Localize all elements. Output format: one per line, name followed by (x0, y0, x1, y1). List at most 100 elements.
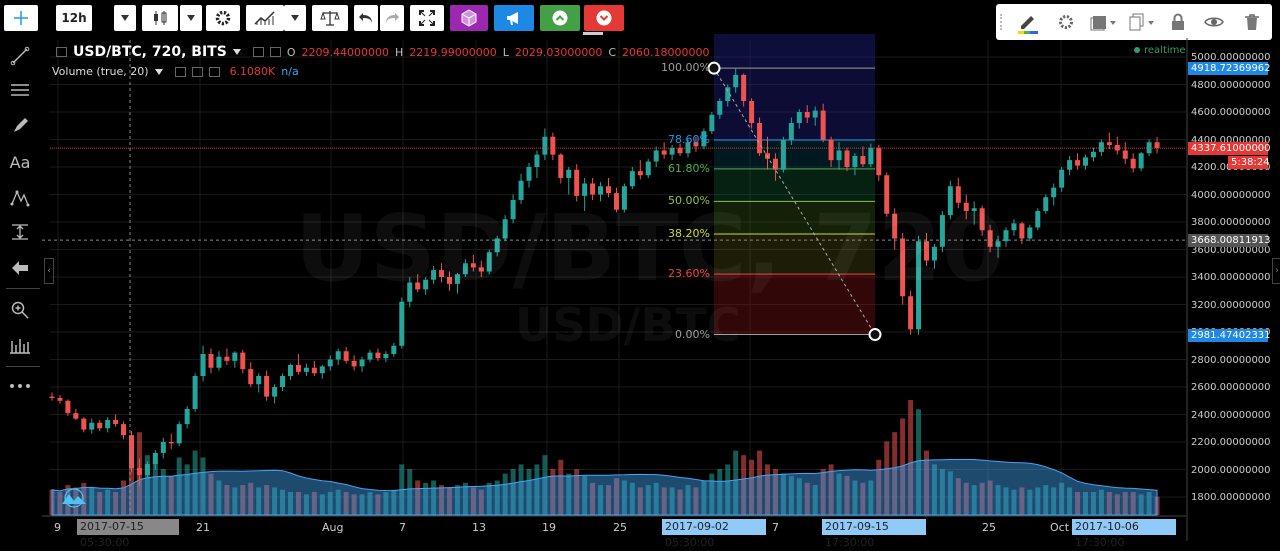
collapse-right-handle[interactable]: › (1272, 258, 1280, 284)
indicators-button[interactable] (246, 5, 284, 31)
candle-body (200, 354, 206, 376)
cube-button[interactable] (450, 5, 488, 31)
clone-button[interactable] (1126, 10, 1156, 34)
volume-bar (1043, 485, 1049, 515)
volume-settings-icon[interactable] (191, 66, 203, 77)
trend-line-icon (10, 46, 30, 66)
candle-body (733, 74, 739, 88)
text-tool[interactable]: Aa (6, 148, 34, 176)
brand-logo[interactable] (60, 488, 88, 508)
symbol-watermark-sub: USD/BTC (515, 298, 741, 352)
crosshair-time-marker: 2017-07-15 05:30:00 (77, 519, 179, 549)
toolbar-divider (6, 288, 40, 289)
volume-bar (375, 494, 381, 515)
candle-body (606, 186, 611, 194)
drag-handle[interactable] (1000, 14, 1006, 30)
sell-button[interactable] (584, 5, 624, 31)
fib-level-label: 100.00% (661, 61, 710, 75)
candle-body (820, 110, 826, 140)
volume-bar (757, 450, 763, 515)
symbol-title[interactable]: USD/BTC, 720, BITS (73, 44, 227, 60)
volume-bar (184, 464, 190, 515)
pattern-tool[interactable] (6, 184, 34, 212)
candle-body (264, 376, 270, 397)
volume-bar (653, 482, 659, 515)
fib-level-label: 38.20% (668, 226, 710, 240)
interval-dropdown-button[interactable] (114, 5, 136, 31)
volume-bar (900, 418, 906, 515)
chevron-down-icon[interactable] (154, 68, 163, 75)
indicators-dropdown-button[interactable] (284, 5, 306, 31)
candle-body (1146, 142, 1152, 154)
volume-bar (351, 494, 357, 515)
chevron-down-icon[interactable] (232, 49, 241, 55)
interval-button[interactable]: 12h (56, 5, 92, 31)
volume-collapse-icon[interactable] (174, 66, 186, 77)
brush-tool[interactable] (6, 112, 34, 140)
delete-button[interactable] (1240, 10, 1264, 34)
candle-body (351, 360, 357, 367)
volume-bar (979, 482, 985, 515)
visibility-button[interactable] (1202, 10, 1226, 34)
drawing-settings-button[interactable] (1054, 10, 1078, 34)
lock-button[interactable] (1166, 10, 1190, 34)
crosshair-tool-button[interactable] (4, 5, 38, 31)
candle-body (1027, 227, 1033, 239)
legend-settings-icon[interactable] (252, 47, 264, 57)
volume-bar (526, 469, 532, 515)
line-tool[interactable] (6, 42, 34, 70)
broadcast-button[interactable] (494, 5, 534, 31)
volume-bar (208, 473, 214, 515)
candle-body (375, 352, 381, 359)
collapse-legend-icon[interactable] (56, 47, 67, 57)
volume-bar (947, 471, 953, 515)
measure-tool[interactable] (6, 218, 34, 246)
volume-bar (717, 469, 723, 515)
volume-bar (415, 480, 421, 515)
candle-body (168, 442, 174, 444)
candle-body (1011, 223, 1017, 231)
candle-body (1122, 150, 1128, 159)
volume-bar (264, 485, 270, 515)
volume-bar (399, 464, 405, 515)
candle-body (152, 453, 158, 464)
volume-title[interactable]: Volume (true, 20) (52, 65, 149, 78)
magnet-tool[interactable] (6, 332, 34, 360)
candle-body (192, 376, 198, 409)
more-tools[interactable] (6, 372, 34, 400)
price-tick-label: 3800.00000000 (1191, 217, 1271, 228)
buy-button[interactable] (540, 5, 580, 31)
collapse-left-handle[interactable]: ‹ (44, 258, 54, 284)
remove-drawings-tool[interactable] (6, 254, 34, 282)
candle-body (709, 114, 715, 132)
layers-button[interactable] (1088, 10, 1118, 34)
high-label: H (394, 45, 404, 59)
color-picker-button[interactable] (1016, 10, 1040, 34)
candle-body (852, 156, 858, 167)
candle-body (272, 387, 278, 397)
volume-bar (685, 485, 691, 515)
candle-body (280, 376, 286, 387)
volume-remove-icon[interactable] (208, 66, 220, 77)
volume-bar (534, 464, 540, 515)
settings-button[interactable] (206, 5, 240, 31)
compare-button[interactable] (312, 5, 348, 31)
horizontal-lines-tool[interactable] (6, 76, 34, 104)
volume-bar (749, 459, 755, 515)
volume-bar (89, 487, 95, 515)
chart-type-button[interactable] (142, 5, 178, 31)
gear-icon (1059, 15, 1073, 29)
redo-button[interactable] (380, 5, 404, 31)
legend-hide-icon[interactable] (269, 47, 281, 57)
volume-bar (288, 492, 293, 515)
volume-legend: Volume (true, 20) 6.1080K n/a (52, 65, 299, 78)
volume-bar (701, 480, 707, 515)
zoom-tool[interactable] (6, 296, 34, 324)
price-tick-label: 2400.00000000 (1191, 409, 1271, 421)
volume-bar (335, 489, 341, 515)
fullscreen-button[interactable] (410, 5, 444, 31)
drawing-toolbar: Aa (0, 38, 42, 541)
candle-body (669, 147, 675, 155)
undo-button[interactable] (354, 5, 378, 31)
chart-type-dropdown-button[interactable] (180, 5, 202, 31)
